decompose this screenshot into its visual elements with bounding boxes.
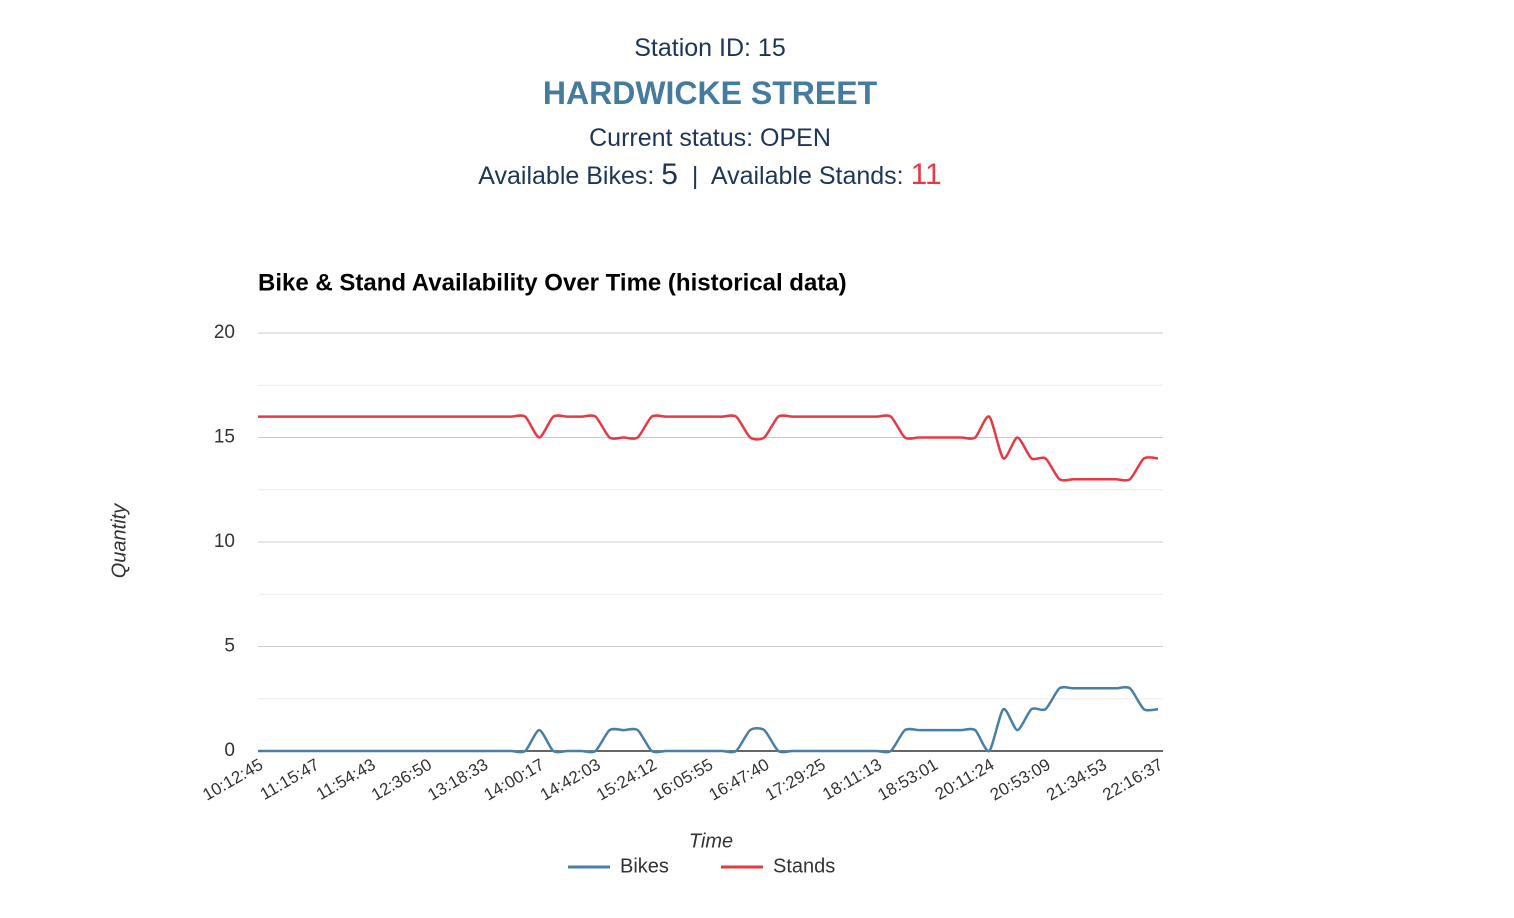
x-tick-label: 11:15:47 (257, 755, 323, 804)
x-tick-label: 11:54:43 (313, 755, 379, 804)
x-tick-label: 12:36:50 (368, 755, 435, 805)
x-tick-label: 21:34:53 (1043, 755, 1110, 805)
chart-title: Bike & Stand Availability Over Time (his… (258, 269, 847, 296)
station-id: Station ID: 15 (634, 34, 786, 62)
x-tick-label: 14:00:17 (481, 755, 548, 805)
series-line (258, 685, 1159, 754)
x-tick-label: 10:12:45 (199, 755, 266, 805)
station-header: Station ID: 15 HARDWICKE STREET Current … (0, 28, 1420, 192)
x-axis-label: Time (689, 830, 733, 852)
y-tick-label: 15 (214, 427, 235, 448)
x-tick-label: 16:47:40 (706, 755, 773, 805)
x-tick-label: 20:53:09 (987, 755, 1054, 805)
y-tick-label: 20 (214, 322, 235, 343)
x-tick-label: 16:05:55 (649, 755, 716, 805)
availability: Available Bikes: 5 | Available Stands: 1… (0, 158, 1420, 192)
x-tick-label: 14:42:03 (537, 755, 604, 805)
y-tick-label: 0 (224, 740, 235, 761)
series-line (258, 414, 1159, 482)
y-tick-label: 5 (224, 636, 235, 657)
x-tick-label: 22:16:37 (1099, 755, 1166, 805)
x-tick-label: 18:53:01 (874, 755, 941, 805)
stands-label: Available Stands: (710, 162, 904, 190)
y-axis-label: Quantity (108, 503, 130, 578)
x-tick-label: 17:29:25 (762, 755, 829, 805)
separator: | (691, 162, 699, 190)
legend-label: Bikes (620, 855, 669, 877)
bikes-label: Available Bikes: (478, 162, 655, 190)
station-name: HARDWICKE STREET (542, 75, 878, 111)
x-tick-label: 18:11:13 (819, 755, 885, 804)
legend-label: Stands (773, 855, 835, 877)
bikes-count: 5 (661, 158, 678, 191)
stands-count: 11 (910, 158, 942, 191)
x-tick-label: 20:11:24 (932, 755, 998, 804)
x-tick-label: 15:24:12 (593, 755, 660, 805)
station-status: Current status: OPEN (589, 124, 831, 152)
y-tick-label: 10 (214, 531, 235, 552)
x-tick-label: 13:18:33 (424, 755, 491, 805)
